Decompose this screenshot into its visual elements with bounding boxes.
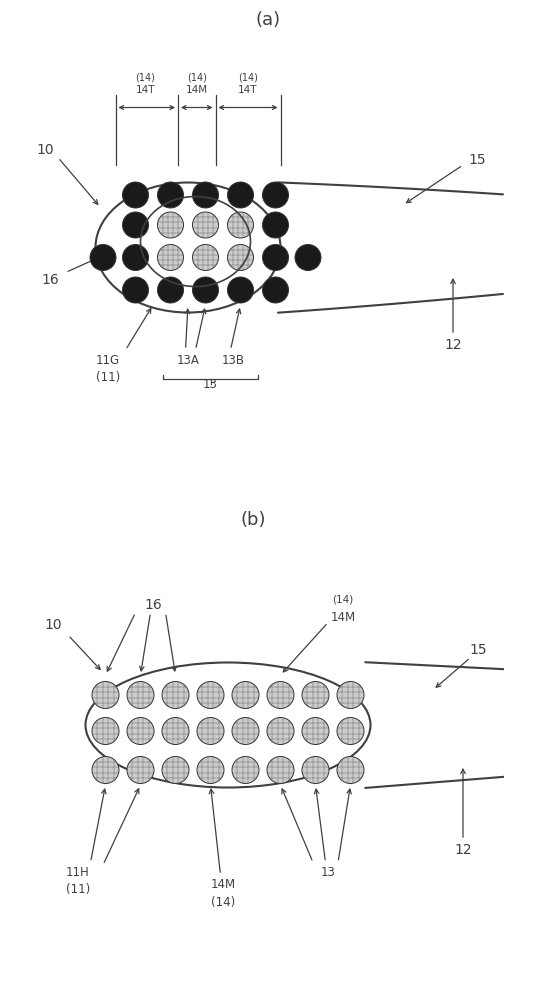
- Circle shape: [92, 718, 119, 744]
- Text: 15: 15: [469, 643, 487, 657]
- Circle shape: [337, 682, 364, 708]
- Circle shape: [337, 757, 364, 784]
- Circle shape: [302, 718, 329, 744]
- Circle shape: [197, 682, 224, 708]
- Circle shape: [122, 212, 148, 238]
- Circle shape: [122, 182, 148, 208]
- Circle shape: [267, 682, 294, 708]
- Circle shape: [127, 757, 154, 784]
- Text: 16: 16: [42, 273, 59, 287]
- Circle shape: [90, 244, 116, 270]
- Circle shape: [227, 277, 254, 303]
- Text: 13: 13: [321, 866, 335, 879]
- Circle shape: [262, 212, 289, 238]
- Text: 11H: 11H: [66, 866, 90, 879]
- Text: 14T: 14T: [136, 85, 155, 95]
- Text: 12: 12: [454, 843, 472, 857]
- Circle shape: [227, 212, 254, 238]
- Text: 10: 10: [44, 618, 62, 632]
- Circle shape: [162, 682, 189, 708]
- Circle shape: [127, 682, 154, 708]
- Circle shape: [122, 244, 148, 270]
- Text: 11G: 11G: [96, 354, 120, 366]
- Text: (11): (11): [66, 884, 90, 896]
- Circle shape: [302, 757, 329, 784]
- Circle shape: [192, 212, 219, 238]
- Text: (14): (14): [187, 73, 207, 83]
- Text: 12: 12: [444, 338, 462, 352]
- Circle shape: [197, 757, 224, 784]
- Circle shape: [122, 277, 148, 303]
- Circle shape: [262, 277, 289, 303]
- Text: 10: 10: [37, 143, 54, 157]
- Circle shape: [267, 757, 294, 784]
- Circle shape: [227, 182, 254, 208]
- Circle shape: [192, 244, 219, 270]
- Circle shape: [192, 182, 219, 208]
- Circle shape: [157, 277, 183, 303]
- Text: 14M: 14M: [330, 611, 356, 624]
- Circle shape: [162, 718, 189, 744]
- Circle shape: [157, 212, 183, 238]
- Circle shape: [157, 244, 183, 270]
- Circle shape: [157, 182, 183, 208]
- Circle shape: [92, 682, 119, 708]
- Text: 14T: 14T: [239, 85, 258, 95]
- Text: 14M: 14M: [210, 879, 236, 892]
- Circle shape: [197, 718, 224, 744]
- Text: (14): (14): [136, 73, 156, 83]
- Circle shape: [262, 182, 289, 208]
- Text: (a): (a): [255, 11, 281, 29]
- Circle shape: [227, 244, 254, 270]
- Text: (14): (14): [211, 896, 235, 909]
- Circle shape: [267, 718, 294, 744]
- Circle shape: [262, 244, 289, 270]
- Circle shape: [162, 757, 189, 784]
- Circle shape: [302, 682, 329, 708]
- Circle shape: [92, 757, 119, 784]
- Text: 13A: 13A: [177, 354, 200, 366]
- Circle shape: [232, 718, 259, 744]
- Text: 15: 15: [468, 153, 485, 167]
- Circle shape: [232, 757, 259, 784]
- Text: (14): (14): [332, 595, 354, 605]
- Circle shape: [127, 718, 154, 744]
- Text: (b): (b): [240, 511, 266, 529]
- Circle shape: [337, 718, 364, 744]
- Text: (11): (11): [96, 371, 120, 384]
- Text: 13B: 13B: [221, 354, 245, 366]
- Text: (14): (14): [238, 73, 258, 83]
- Circle shape: [192, 277, 219, 303]
- Ellipse shape: [96, 182, 280, 312]
- Text: 14M: 14M: [186, 85, 208, 95]
- Circle shape: [295, 244, 321, 270]
- Ellipse shape: [86, 662, 370, 788]
- Text: 16: 16: [144, 598, 162, 612]
- Text: 13: 13: [203, 378, 218, 391]
- Circle shape: [232, 682, 259, 708]
